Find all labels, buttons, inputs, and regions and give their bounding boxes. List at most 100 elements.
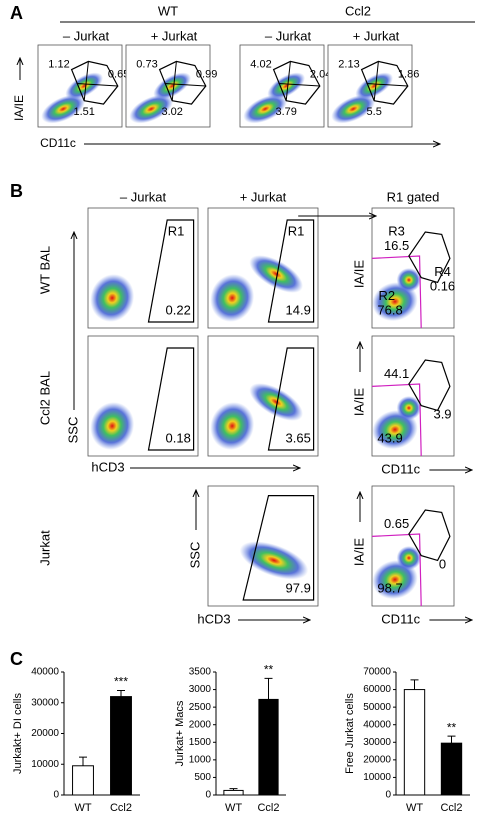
- gate-value: 98.7: [377, 581, 402, 596]
- line: [285, 61, 291, 101]
- quadrant-line: [371, 255, 422, 329]
- error-bar: [117, 689, 125, 697]
- line: [278, 83, 320, 87]
- region-label: R4: [434, 264, 451, 279]
- label: hCD3: [197, 611, 230, 626]
- error-bar: [410, 679, 419, 690]
- y-tick-label: 60000: [363, 684, 391, 695]
- label: WT: [158, 3, 178, 18]
- quadrant-line: [371, 383, 422, 457]
- gate-value: 0.65: [384, 516, 409, 531]
- y-tick-label: 10000: [363, 772, 391, 783]
- label: Ccl2: [345, 3, 371, 18]
- axis-label: IA/IE: [351, 260, 366, 289]
- y-tick-label: 70000: [363, 667, 391, 678]
- line: [373, 61, 379, 101]
- y-tick-label: 2500: [189, 702, 212, 713]
- gate-value: 43.9: [377, 431, 402, 446]
- cell-density: [372, 410, 418, 450]
- gate: [147, 219, 195, 323]
- label: CD11c: [40, 136, 76, 150]
- y-tick-label: 10000: [31, 759, 59, 770]
- cell-density: [331, 94, 376, 124]
- gate-value: 1.51: [73, 106, 94, 118]
- y-axis-label: Free Jurkat cells: [344, 693, 356, 774]
- gate-value: 0.99: [196, 68, 217, 80]
- label: B: [10, 181, 23, 201]
- cell-density: [396, 268, 422, 292]
- gate-value: 0.65: [108, 68, 129, 80]
- line: [83, 61, 89, 101]
- cell-density: [90, 274, 135, 322]
- significance: **: [264, 662, 274, 676]
- line: [76, 83, 118, 87]
- bar: [223, 789, 244, 796]
- label: – Jurkat: [120, 189, 167, 204]
- cell-density: [210, 274, 255, 322]
- y-tick-label: 0: [205, 790, 211, 801]
- quadrant-line: [371, 533, 422, 607]
- y-tick-label: 0: [385, 790, 391, 801]
- y-axis-label: Jurkakt+ DI cells: [12, 693, 24, 774]
- label: – Jurkat: [63, 28, 110, 43]
- line: [164, 83, 206, 87]
- gate: [408, 359, 451, 412]
- cell-density: [396, 396, 422, 420]
- x-tick-label: Ccl2: [440, 802, 462, 814]
- label: A: [10, 3, 23, 23]
- gate-value: 5.5: [367, 106, 382, 118]
- gate-value: 4.02: [250, 59, 271, 71]
- error-bar: [447, 735, 456, 744]
- y-tick-label: 3500: [189, 667, 212, 678]
- cell-density: [243, 94, 288, 124]
- cell-density: [129, 94, 174, 124]
- axis-label: SSC: [187, 542, 202, 569]
- cell-density: [153, 72, 192, 100]
- gate-value: 3.9: [433, 407, 451, 422]
- significance: **: [447, 720, 457, 734]
- row-label: WT BAL: [37, 246, 52, 294]
- y-tick-label: 2000: [189, 719, 212, 730]
- gate-value: 3.65: [286, 431, 311, 446]
- error-bar: [229, 788, 238, 791]
- gate-value: 16.5: [384, 238, 409, 253]
- error-bar: [79, 756, 87, 766]
- cell-density: [396, 546, 422, 570]
- gate: [267, 347, 315, 451]
- x-tick-label: WT: [225, 802, 242, 814]
- gate: [408, 509, 451, 562]
- label: + Jurkat: [353, 28, 400, 43]
- y-tick-label: 1500: [189, 737, 212, 748]
- y-tick-label: 500: [194, 772, 211, 783]
- region-label: R3: [388, 223, 405, 238]
- gate-value: 1.86: [398, 68, 419, 80]
- bar: [110, 696, 132, 796]
- gate: [408, 231, 451, 284]
- region-label: R1: [168, 223, 185, 238]
- gate-value: 44.1: [384, 366, 409, 381]
- y-tick-label: 20000: [363, 754, 391, 765]
- axis-label: IA/IE: [12, 95, 26, 121]
- y-tick-label: 3000: [189, 684, 212, 695]
- row-label: Jurkat: [37, 530, 52, 566]
- line: [366, 83, 408, 87]
- region-label: R2: [378, 288, 395, 303]
- gate-value: 0: [439, 557, 446, 572]
- label: + Jurkat: [151, 28, 198, 43]
- label: C: [10, 649, 23, 669]
- gate: [242, 495, 315, 601]
- cell-density: [249, 255, 304, 293]
- gate-value: 0.18: [166, 431, 191, 446]
- gate-value: 1.12: [48, 59, 69, 71]
- x-tick-label: Ccl2: [110, 802, 132, 814]
- y-tick-label: 50000: [363, 702, 391, 713]
- label: CD11c: [381, 611, 420, 626]
- axis-label: IA/IE: [351, 538, 366, 567]
- gate-value: 2.04: [310, 68, 331, 80]
- y-tick-label: 40000: [31, 667, 59, 678]
- gate: [267, 219, 315, 323]
- gate-value: 14.9: [286, 303, 311, 318]
- label: – Jurkat: [265, 28, 312, 43]
- label: + Jurkat: [240, 189, 287, 204]
